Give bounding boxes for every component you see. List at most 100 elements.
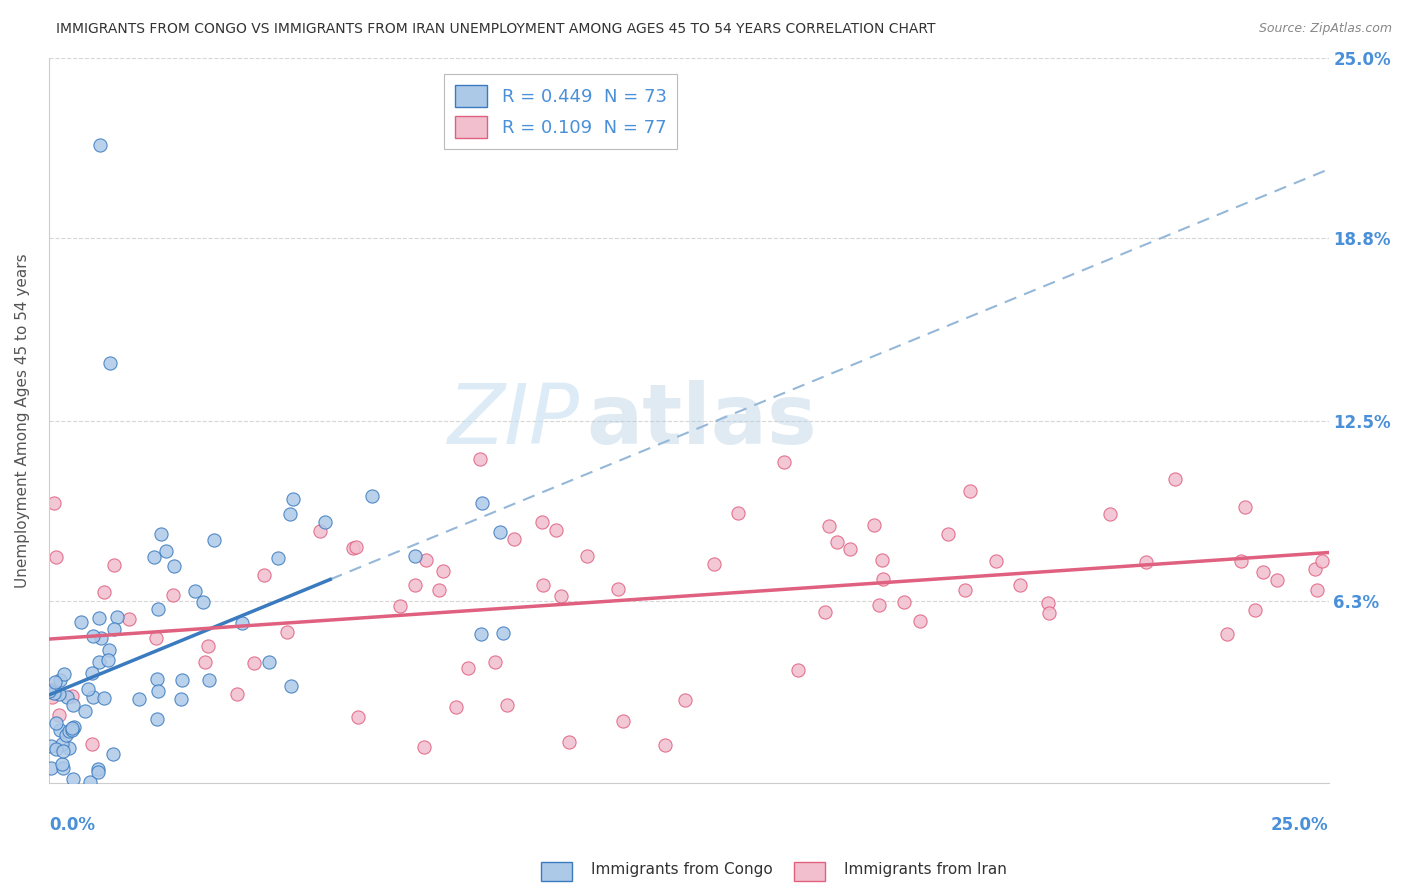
- Point: [1310, 554, 1333, 568]
- Point: [89, 611, 111, 625]
- Point: [267, 551, 290, 566]
- Point: [388, 599, 411, 613]
- Point: [49, 673, 72, 688]
- Point: [1038, 607, 1060, 621]
- Point: [773, 455, 796, 469]
- Point: [38, 683, 60, 698]
- Point: [404, 549, 426, 563]
- Point: [347, 709, 370, 723]
- Point: [62, 720, 84, 734]
- Point: [44, 496, 66, 510]
- Point: [484, 655, 506, 669]
- Point: [162, 588, 184, 602]
- Point: [87, 763, 110, 777]
- Point: [432, 564, 454, 578]
- Point: [45, 550, 67, 565]
- Point: [1303, 562, 1326, 576]
- Point: [60, 723, 83, 737]
- Point: [87, 655, 110, 669]
- Point: [80, 737, 103, 751]
- Point: [60, 689, 83, 703]
- Point: [55, 728, 77, 742]
- Y-axis label: Unemployment Among Ages 45 to 54 years: Unemployment Among Ages 45 to 54 years: [15, 253, 30, 588]
- Point: [253, 568, 276, 582]
- Point: [544, 523, 567, 537]
- Point: [530, 515, 553, 529]
- Point: [184, 584, 207, 599]
- Point: [146, 672, 169, 686]
- Point: [612, 714, 634, 729]
- Point: [60, 721, 83, 735]
- Point: [118, 612, 141, 626]
- Point: [953, 583, 976, 598]
- Point: [70, 615, 93, 629]
- Point: [39, 684, 62, 698]
- Point: [194, 656, 217, 670]
- Point: [342, 541, 364, 555]
- Point: [155, 544, 177, 558]
- Point: [51, 737, 73, 751]
- Point: [39, 761, 62, 775]
- Point: [82, 628, 104, 642]
- Point: [82, 666, 104, 681]
- Point: [145, 631, 167, 645]
- Point: [103, 558, 125, 572]
- Point: [558, 734, 581, 748]
- Point: [89, 137, 111, 152]
- Point: [1233, 500, 1256, 515]
- Point: [550, 590, 572, 604]
- Point: [607, 582, 630, 596]
- Point: [308, 524, 330, 539]
- Point: [1306, 582, 1329, 597]
- Point: [242, 656, 264, 670]
- Point: [90, 631, 112, 645]
- Text: IMMIGRANTS FROM CONGO VS IMMIGRANTS FROM IRAN UNEMPLOYMENT AMONG AGES 45 TO 54 Y: IMMIGRANTS FROM CONGO VS IMMIGRANTS FROM…: [56, 22, 936, 37]
- Point: [868, 598, 890, 612]
- Text: Source: ZipAtlas.com: Source: ZipAtlas.com: [1258, 22, 1392, 36]
- Point: [959, 483, 981, 498]
- Point: [503, 532, 526, 546]
- Point: [48, 686, 70, 700]
- Point: [813, 605, 835, 619]
- Text: Immigrants from Iran: Immigrants from Iran: [844, 863, 1007, 877]
- Point: [496, 698, 519, 712]
- Point: [863, 517, 886, 532]
- Point: [53, 667, 76, 681]
- Point: [872, 572, 894, 586]
- Point: [314, 515, 336, 529]
- Point: [101, 747, 124, 761]
- Point: [470, 452, 492, 467]
- Point: [163, 559, 186, 574]
- Point: [278, 508, 301, 522]
- Point: [893, 595, 915, 609]
- Point: [533, 578, 555, 592]
- Point: [727, 506, 749, 520]
- Point: [98, 355, 121, 369]
- Point: [488, 525, 510, 540]
- Point: [817, 519, 839, 533]
- Point: [44, 686, 66, 700]
- Point: [198, 673, 221, 687]
- Point: [82, 690, 104, 704]
- Point: [276, 624, 298, 639]
- Point: [446, 699, 468, 714]
- Text: 0.0%: 0.0%: [49, 816, 94, 834]
- Point: [73, 704, 96, 718]
- Point: [128, 691, 150, 706]
- Point: [470, 627, 492, 641]
- Text: ZIP: ZIP: [449, 380, 579, 461]
- Point: [1251, 565, 1274, 579]
- Point: [1265, 573, 1288, 587]
- Point: [575, 549, 598, 563]
- Point: [281, 491, 304, 506]
- Point: [58, 724, 80, 739]
- Point: [938, 527, 960, 541]
- Point: [149, 527, 172, 541]
- Text: atlas: atlas: [586, 380, 817, 461]
- Text: 25.0%: 25.0%: [1271, 816, 1329, 834]
- Point: [404, 578, 426, 592]
- Point: [62, 698, 84, 712]
- Point: [1243, 603, 1265, 617]
- Point: [1229, 554, 1251, 568]
- Point: [48, 708, 70, 723]
